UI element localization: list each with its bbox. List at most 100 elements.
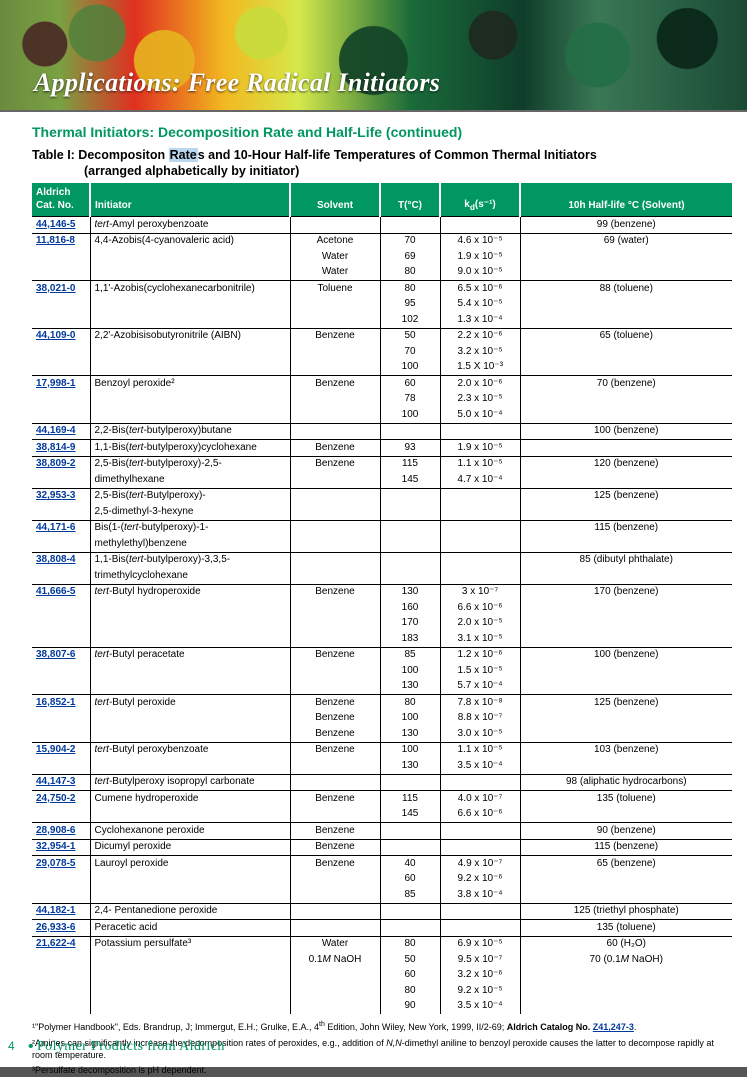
catno-cell[interactable]: 29,078-5 — [32, 856, 90, 872]
solvent-cell: Acetone — [290, 233, 380, 249]
kd-cell: 2.2 x 10⁻⁶ — [440, 328, 520, 344]
table-row: 703.2 x 10⁻⁵ — [32, 344, 732, 360]
halflife-cell: 85 (dibutyl phthalate) — [520, 552, 732, 568]
initiator-cell: tert-Butyl peracetate — [90, 647, 290, 663]
kd-cell: 5.0 x 10⁻⁴ — [440, 407, 520, 423]
solvent-cell — [290, 983, 380, 999]
temp-cell — [380, 552, 440, 568]
catno-cell[interactable]: 11,816-8 — [32, 233, 90, 249]
catno-cell[interactable]: 28,908-6 — [32, 823, 90, 840]
initiator-cell — [90, 807, 290, 823]
temp-cell — [380, 823, 440, 840]
solvent-cell: Benzene — [290, 711, 380, 727]
temp-cell — [380, 568, 440, 584]
halflife-cell: 70 (0.1M NaOH) — [520, 952, 732, 968]
kd-cell: 2.0 x 10⁻⁶ — [440, 376, 520, 392]
solvent-cell — [290, 631, 380, 647]
table-row: 44,146-5tert-Amyl peroxybenzoate99 (benz… — [32, 217, 732, 234]
kd-cell: 3.5 x 10⁻⁴ — [440, 999, 520, 1015]
initiator-cell — [90, 968, 290, 984]
catno-cell[interactable]: 38,808-4 — [32, 552, 90, 568]
col-halflife: 10h Half-life °C (Solvent) — [520, 183, 732, 217]
table-row: 44,169-42,2-Bis(tert-butylperoxy)butane1… — [32, 423, 732, 440]
page-number: 4 — [8, 1039, 15, 1053]
table-row: 809.2 x 10⁻⁵ — [32, 983, 732, 999]
solvent-cell — [290, 407, 380, 423]
initiator-cell — [90, 983, 290, 999]
initiator-cell: tert-Butyl peroxide — [90, 695, 290, 711]
section-subtitle: Thermal Initiators: Decomposition Rate a… — [32, 124, 735, 141]
catno-cell — [32, 392, 90, 408]
catno-cell[interactable]: 38,807-6 — [32, 647, 90, 663]
table-row: 32,953-32,5-Bis(tert-Butylperoxy)-125 (b… — [32, 488, 732, 504]
catno-cell[interactable]: 44,182-1 — [32, 903, 90, 920]
catno-cell[interactable]: 44,171-6 — [32, 520, 90, 536]
catno-cell[interactable]: 44,109-0 — [32, 328, 90, 344]
catno-cell[interactable]: 41,666-5 — [32, 584, 90, 600]
halflife-cell: 70 (benzene) — [520, 376, 732, 392]
catno-cell[interactable]: 26,933-6 — [32, 920, 90, 937]
kd-cell: 1.9 x 10⁻⁵ — [440, 440, 520, 457]
table-body: 44,146-5tert-Amyl peroxybenzoate99 (benz… — [32, 217, 732, 1015]
table-row: 28,908-6Cyclohexanone peroxideBenzene90 … — [32, 823, 732, 840]
catno-cell[interactable]: 44,169-4 — [32, 423, 90, 440]
catno-cell[interactable]: 24,750-2 — [32, 791, 90, 807]
initiator-cell: 2,5-dimethyl-3-hexyne — [90, 504, 290, 520]
halflife-cell: 115 (benzene) — [520, 839, 732, 856]
temp-cell: 100 — [380, 407, 440, 423]
kd-cell: 2.0 x 10⁻⁵ — [440, 616, 520, 632]
solvent-cell: Benzene — [290, 695, 380, 711]
solvent-cell: Water — [290, 249, 380, 265]
catno-cell[interactable]: 17,998-1 — [32, 376, 90, 392]
solvent-cell: Benzene — [290, 856, 380, 872]
catno-cell — [32, 600, 90, 616]
temp-cell: 85 — [380, 647, 440, 663]
catno-cell — [32, 297, 90, 313]
kd-cell: 3.1 x 10⁻⁵ — [440, 631, 520, 647]
solvent-cell: Benzene — [290, 823, 380, 840]
catno-cell — [32, 536, 90, 552]
kd-cell: 9.2 x 10⁻⁶ — [440, 872, 520, 888]
halflife-cell — [520, 600, 732, 616]
catno-cell[interactable]: 38,809-2 — [32, 456, 90, 472]
temp-cell: 100 — [380, 360, 440, 376]
kd-cell: 1.5 X 10⁻³ — [440, 360, 520, 376]
initiator-cell: dimethylhexane — [90, 472, 290, 488]
solvent-cell — [290, 344, 380, 360]
kd-cell: 7.8 x 10⁻⁸ — [440, 695, 520, 711]
catno-cell[interactable]: 44,146-5 — [32, 217, 90, 234]
table-row: 32,954-1Dicumyl peroxideBenzene115 (benz… — [32, 839, 732, 856]
catno-cell[interactable]: 38,814-9 — [32, 440, 90, 457]
catno-cell[interactable]: 38,021-0 — [32, 281, 90, 297]
solvent-cell — [290, 600, 380, 616]
catno-cell[interactable]: 21,622-4 — [32, 936, 90, 952]
solvent-cell — [290, 968, 380, 984]
table-row: 38,809-22,5-Bis(tert-butylperoxy)-2,5-Be… — [32, 456, 732, 472]
catalog-link[interactable]: Z41,247-3 — [593, 1022, 634, 1032]
table-cap-l2: (arranged alphabetically by initiator) — [84, 163, 735, 179]
catno-cell[interactable]: 16,852-1 — [32, 695, 90, 711]
solvent-cell: Benzene — [290, 440, 380, 457]
catno-cell[interactable]: 15,904-2 — [32, 742, 90, 758]
kd-cell — [440, 536, 520, 552]
catno-cell[interactable]: 44,147-3 — [32, 774, 90, 791]
catno-cell[interactable]: 32,953-3 — [32, 488, 90, 504]
table-row: 44,147-3tert-Butylperoxy isopropyl carbo… — [32, 774, 732, 791]
temp-cell — [380, 839, 440, 856]
catno-cell — [32, 472, 90, 488]
kd-cell: 6.6 x 10⁻⁶ — [440, 807, 520, 823]
halflife-cell — [520, 983, 732, 999]
kd-cell: 3.2 x 10⁻⁶ — [440, 968, 520, 984]
catno-cell — [32, 312, 90, 328]
table-row: 1001.5 x 10⁻⁵ — [32, 663, 732, 679]
initiators-table: Aldrich Cat. No. Initiator Solvent T(°C)… — [32, 183, 732, 1014]
catno-cell — [32, 663, 90, 679]
halflife-cell — [520, 631, 732, 647]
halflife-cell — [520, 726, 732, 742]
catno-cell[interactable]: 32,954-1 — [32, 839, 90, 856]
catno-cell — [32, 872, 90, 888]
solvent-cell — [290, 520, 380, 536]
halflife-cell — [520, 312, 732, 328]
temp-cell: 60 — [380, 872, 440, 888]
table-row: 21,622-4Potassium persulfate³Water806.9 … — [32, 936, 732, 952]
